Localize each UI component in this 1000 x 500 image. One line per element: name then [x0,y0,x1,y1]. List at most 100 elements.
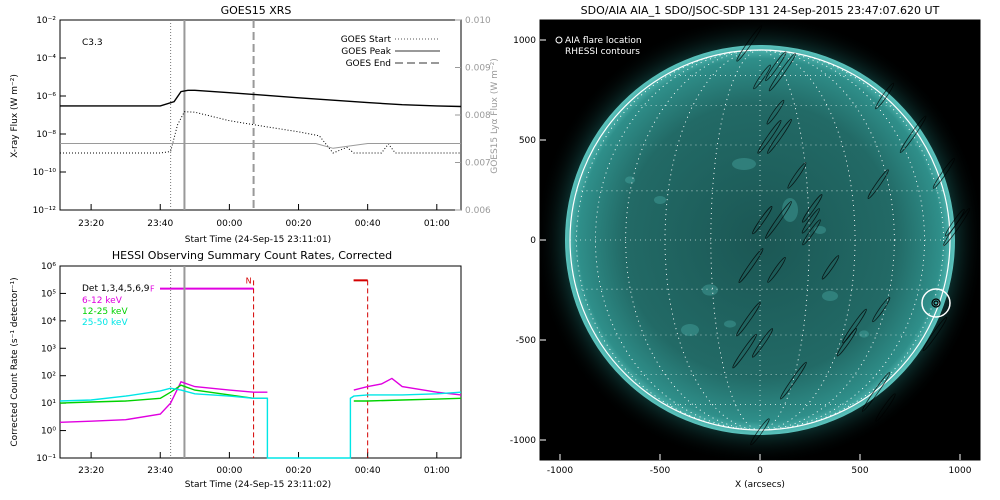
goes-y-tick-label-right: 0.009 [465,64,491,74]
aia-legend-circle-icon [555,36,563,44]
goes-y-tick-label: 10⁻⁴ [36,54,56,64]
rhessi-contours [732,25,971,451]
goes-x-tick-label: 00:00 [216,219,242,229]
aia-heliographic-grid [570,49,950,431]
goes-series-group [60,89,462,154]
aia-bright-region [681,324,699,336]
hessi-flag-label: F [150,285,155,294]
goes-x-tick-label: 00:20 [286,219,312,229]
aia-flare-marker [921,288,951,318]
aia-active-regions [625,158,869,338]
hessi-series-line [59,380,268,423]
aia-bright-region [702,284,718,296]
rhessi-contour [736,301,761,337]
aia-bright-region [625,176,635,184]
aia-bright-region [859,330,869,338]
aia-x-tick-label: -500 [650,466,671,476]
rhessi-contour [933,28,955,58]
rhessi-contour [787,162,807,189]
hessi-y-tick-label: 10⁰ [41,427,56,437]
rhessi-contour [753,64,771,90]
goes-class-annotation: C3.3 [82,38,103,48]
hessi-series-line [59,387,462,459]
aia-flare-location-circle [921,288,951,318]
goes-y-tick-label-right: 0.010 [465,16,491,26]
aia-legend-label: AIA flare location [565,36,642,46]
aia-x-tick-label: -1000 [547,466,573,476]
hessi-x-tick-label: 23:40 [147,466,173,476]
hessi-y-tick-label: 10⁶ [41,262,56,272]
rhessi-contour [736,25,763,62]
hessi-x-tick-label: 00:00 [216,466,242,476]
hessi-y-axis: 10⁶ 10⁵ 10⁴ 10³ 10² 10¹ 10⁰ 10⁻¹ [36,262,66,464]
rhessi-contour [801,208,820,234]
hessi-series-line [353,377,462,396]
aia-longitude-line [664,49,856,431]
rhessi-contour [821,255,840,280]
rhessi-contour [920,374,947,411]
goes-x-tick-label: 01:00 [424,219,450,229]
aia-y-tick-label: 1000 [513,36,536,46]
aia-y-tick-label: 500 [519,136,536,146]
rhessi-contour [732,333,757,369]
aia-x-tick-label: 500 [851,466,868,476]
rhessi-contour [872,297,891,323]
aia-legend-label: RHESSI contours [565,47,640,57]
hessi-y-tick-label: 10⁵ [41,289,56,299]
goes-lya-line [60,143,461,149]
aia-title: SDO/AIA AIA_1 SDO/JSOC-SDP 131 24-Sep-20… [581,4,940,17]
goes-y-tick-label: 10⁻⁸ [36,130,56,140]
goes-legend: GOES Start GOES Peak GOES End [341,35,440,69]
hessi-legend-label: 12-25 keV [82,307,128,317]
rhessi-contour [802,194,823,223]
hessi-count-rate-chart: HESSI Observing Summary Count Rates, Cor… [10,249,462,490]
aia-bright-region [654,196,666,204]
aia-y-tick-label: -1000 [510,436,536,446]
rhessi-flare-contour-inner [933,300,939,306]
hessi-y-tick-label: 10² [41,372,56,382]
hessi-ylabel: Corrected Count Rate (s⁻¹ detector⁻¹) [10,277,20,446]
aia-bright-region [822,291,838,301]
rhessi-contour [780,361,807,400]
hessi-x-tick-label: 00:20 [286,466,312,476]
goes-short-channel-line [60,111,461,154]
aia-image-panel: SDO/AIA AIA_1 SDO/JSOC-SDP 131 24-Sep-20… [510,4,981,490]
aia-x-axis: -1000 -500 0 500 1000 [547,454,972,476]
rhessi-contour [899,115,927,153]
goes-y-tick-label-right: 0.008 [465,111,491,121]
rhessi-contour [875,82,895,110]
goes-legend-label: GOES Peak [341,47,391,57]
goes-y-tick-label: 10⁻⁶ [36,92,56,102]
rhessi-contour [875,393,896,422]
hessi-legend-label: 6-12 keV [82,296,123,306]
goes-y-tick-label-right: 0.007 [465,159,491,169]
rhessi-flare-contour [931,298,941,308]
rhessi-contour [750,418,770,446]
goes-event-markers [170,20,255,210]
rhessi-contour [867,169,889,199]
goes-y-tick-label: 10⁻¹⁰ [33,168,57,178]
rhessi-contour [752,206,773,235]
goes-y-tick-label: 10⁻¹² [33,206,57,216]
hessi-y-tick-label: 10⁻¹ [36,454,56,464]
goes-ylabel-right: GOES15 Lyα Flux (W m⁻²) [490,58,500,174]
goes-plot-frame [59,19,462,211]
goes-legend-label: GOES Start [341,35,392,45]
hessi-y-tick-label: 10⁴ [41,317,56,327]
goes-x-tick-label: 00:40 [355,219,381,229]
rhessi-contour [738,248,764,284]
goes-x-tick-label: 23:40 [147,219,173,229]
goes-y-tick-label: 10⁻² [36,16,56,26]
goes-y-tick-label-right: 0.006 [465,206,491,216]
aia-bright-region [724,320,736,328]
rhessi-contour [802,219,821,246]
rhessi-contour [766,99,785,125]
hessi-series-group [59,377,462,459]
hessi-attenuator-flags: FN [150,276,368,294]
goes-xrs-chart: GOES15 XRS X-ray Flux (W m⁻²) GOES15 Lyα… [10,4,500,245]
hessi-x-tick-label: 23:20 [78,466,104,476]
hessi-y-tick-label: 10³ [41,344,56,354]
rhessi-contour [767,118,792,154]
hessi-xlabel: Start Time (24-Sep-15 23:11:02) [185,480,331,490]
